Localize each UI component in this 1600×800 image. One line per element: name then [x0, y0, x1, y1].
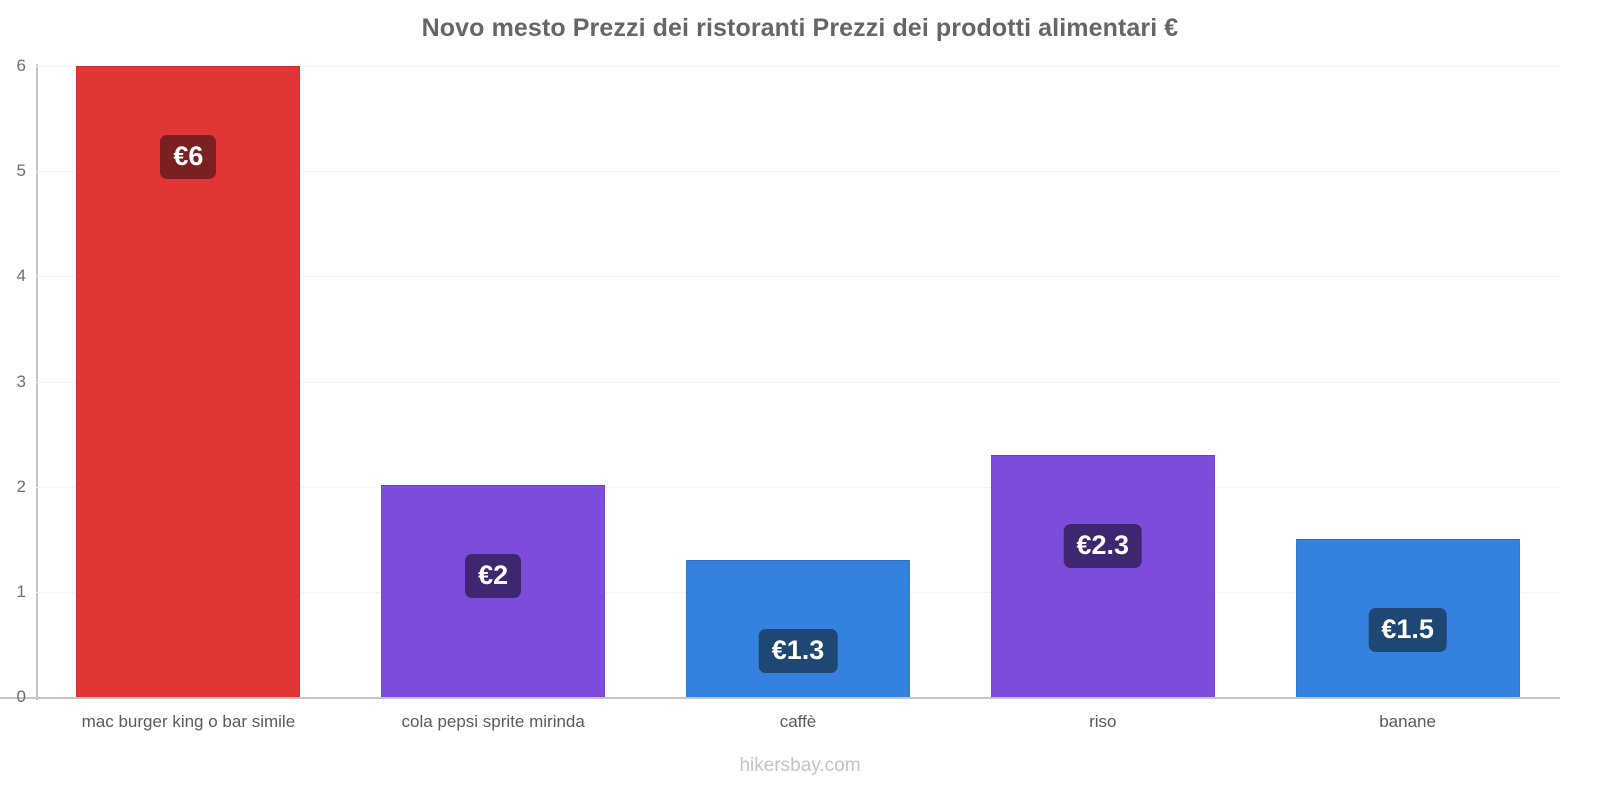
bar-value-label: €1.3 — [758, 629, 838, 674]
gridline — [36, 487, 1560, 488]
x-axis-tick-label: riso — [1089, 712, 1117, 731]
bar-value-label: €2 — [465, 553, 522, 598]
bar-value-label: €1.5 — [1368, 608, 1447, 653]
gridline — [36, 382, 1560, 383]
y-axis-tick-label: 0 — [16, 687, 26, 706]
y-axis-tick-label: 1 — [16, 581, 26, 601]
bar[interactable]: €1.3 — [686, 560, 910, 697]
chart-title: Novo mesto Prezzi dei ristoranti Prezzi … — [421, 14, 1179, 42]
y-axis-tick-label: 6 — [16, 56, 26, 75]
x-axis-line — [0, 697, 1560, 699]
bar[interactable]: €1.5 — [1295, 539, 1520, 697]
gridline — [36, 66, 1560, 67]
y-axis-tick-label: 3 — [16, 371, 26, 391]
gridline — [36, 276, 1560, 277]
bar-value-label: €2.3 — [1063, 524, 1143, 569]
bar-value-label: €6 — [160, 135, 217, 179]
x-axis-tick-label: caffè — [779, 712, 817, 731]
x-axis-tick-label: cola pepsi sprite mirinda — [401, 712, 585, 731]
bar[interactable]: €6 — [76, 66, 301, 697]
gridline — [36, 171, 1560, 172]
bar[interactable]: €2.3 — [990, 455, 1215, 697]
footer-credit: hikersbay.com — [739, 755, 861, 776]
y-axis-tick-label: 4 — [16, 266, 26, 286]
bar[interactable]: €2 — [381, 484, 606, 697]
plot-area: €6 €2 €1.3 €2.3 €1.5 — [36, 66, 1560, 697]
x-axis-tick-label: banane — [1379, 712, 1436, 731]
y-axis-tick-label: 2 — [16, 476, 26, 496]
y-axis-tick-label: 5 — [16, 161, 26, 181]
x-axis-tick-label: mac burger king o bar simile — [81, 712, 296, 731]
